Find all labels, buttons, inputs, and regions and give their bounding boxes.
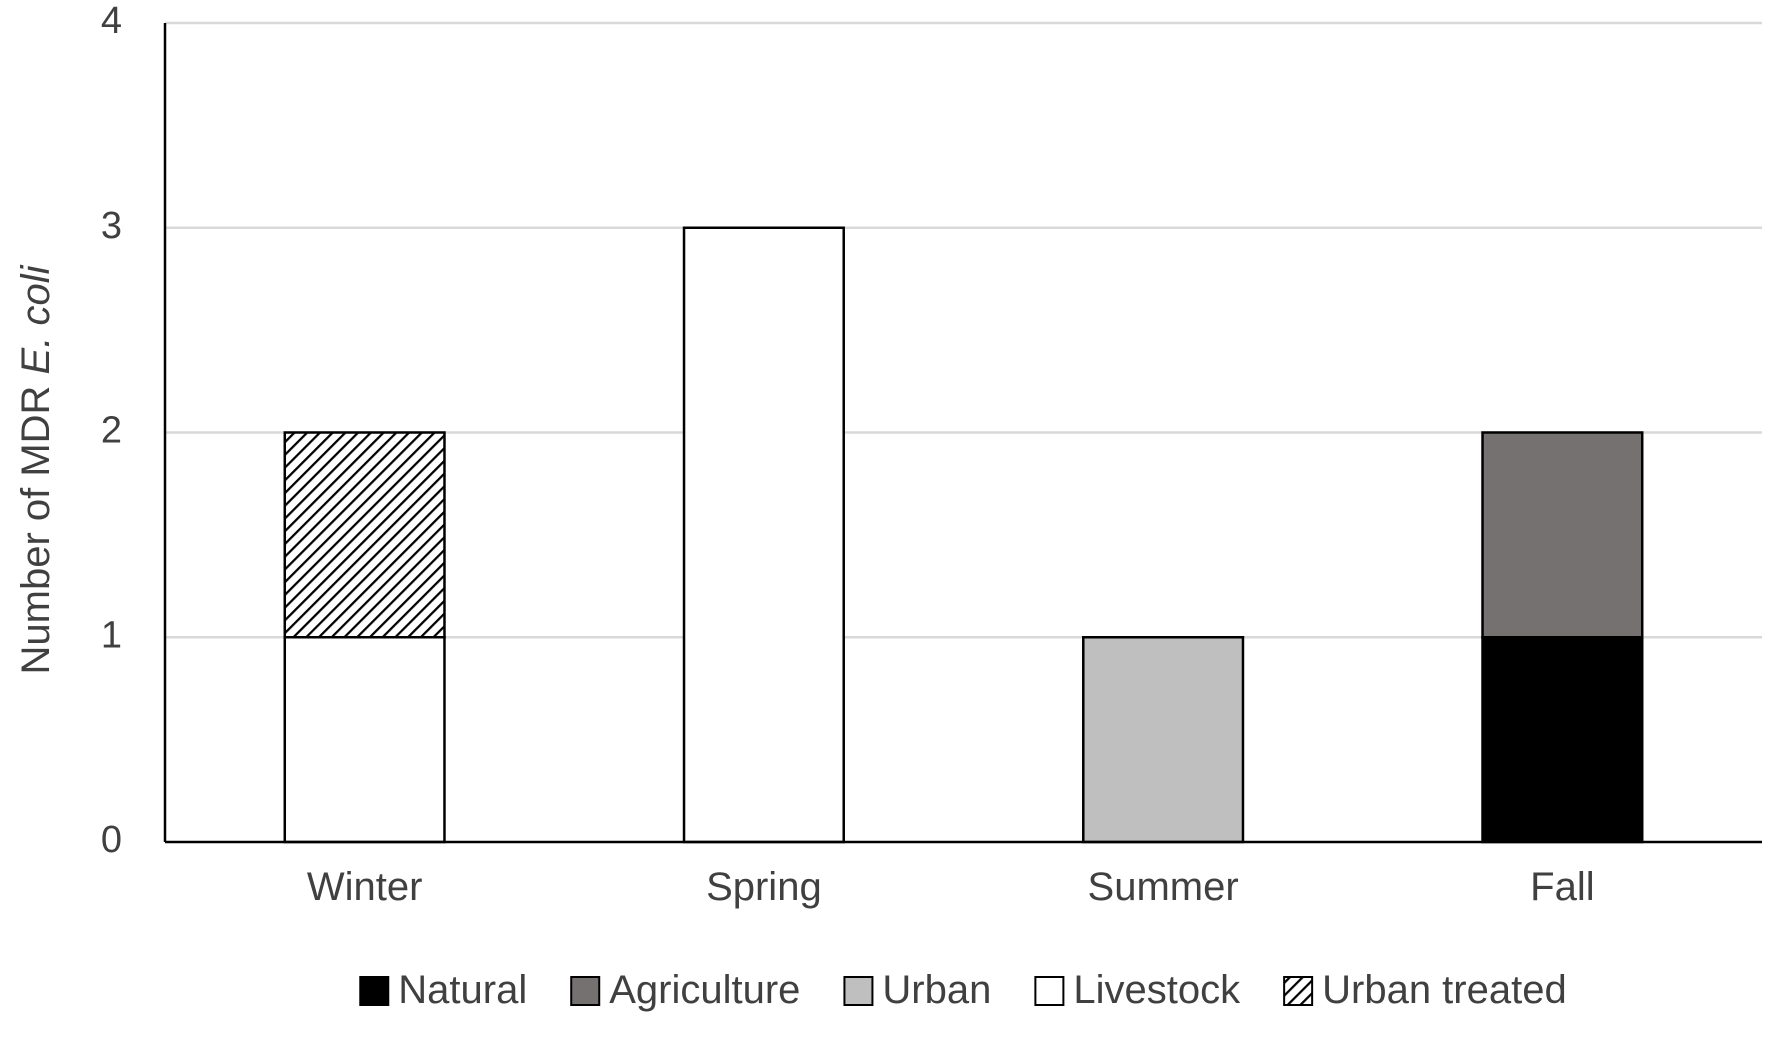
legend: Natural Agriculture Urban Livestock Urban tr…	[359, 968, 1567, 1012]
legend-swatch-livestock	[1034, 976, 1065, 1006]
y-axis-title: Number of MDR E. coli	[14, 264, 58, 674]
y-tick-label: 2	[101, 410, 122, 452]
x-tick-label-summer: Summer	[1088, 865, 1239, 909]
legend-label-agriculture: Agriculture	[609, 968, 800, 1012]
bar-spring-livestock	[682, 226, 845, 844]
x-tick-label-fall: Fall	[1530, 865, 1594, 909]
legend-item-natural: Natural	[359, 968, 527, 1012]
x-tick-label-spring: Spring	[706, 865, 822, 909]
legend-swatch-agriculture	[570, 976, 601, 1006]
y-axis-title-prefix: Number of MDR	[14, 374, 58, 674]
legend-label-livestock: Livestock	[1073, 968, 1241, 1012]
y-tick-label: 4	[101, 0, 122, 42]
legend-item-urban: Urban	[843, 968, 991, 1012]
bar-winter-livestock	[283, 636, 446, 844]
x-tick-label-winter: Winter	[307, 865, 423, 909]
y-tick-label: 3	[101, 205, 122, 247]
svg-text:Number of MDR E. coli: Number of MDR E. coli	[14, 264, 58, 674]
legend-label-urban: Urban	[882, 968, 991, 1012]
bar-fall-agriculture	[1481, 431, 1644, 639]
bar-winter-urban-treated	[283, 431, 446, 639]
legend-item-livestock: Livestock	[1034, 968, 1241, 1012]
y-tick-label: 0	[101, 819, 122, 861]
y-axis-title-italic: E. coli	[14, 264, 58, 374]
legend-label-urban-treated: Urban treated	[1322, 968, 1567, 1012]
axes	[163, 23, 1762, 844]
legend-label-natural: Natural	[398, 968, 527, 1012]
legend-item-urban-treated: Urban treated	[1283, 968, 1567, 1012]
legend-swatch-urban	[843, 976, 874, 1006]
legend-swatch-natural	[359, 976, 390, 1006]
y-tick-label: 1	[101, 614, 122, 656]
legend-item-agriculture: Agriculture	[570, 968, 800, 1012]
legend-swatch-urban-treated	[1283, 976, 1314, 1006]
bar-fall-natural	[1481, 636, 1644, 844]
bar-summer-urban	[1082, 636, 1245, 844]
x-tick-labels: Winter Spring Summer Fall	[307, 865, 1595, 909]
bars	[283, 226, 1644, 844]
y-tick-labels: 0 1 2 3 4	[101, 0, 122, 861]
